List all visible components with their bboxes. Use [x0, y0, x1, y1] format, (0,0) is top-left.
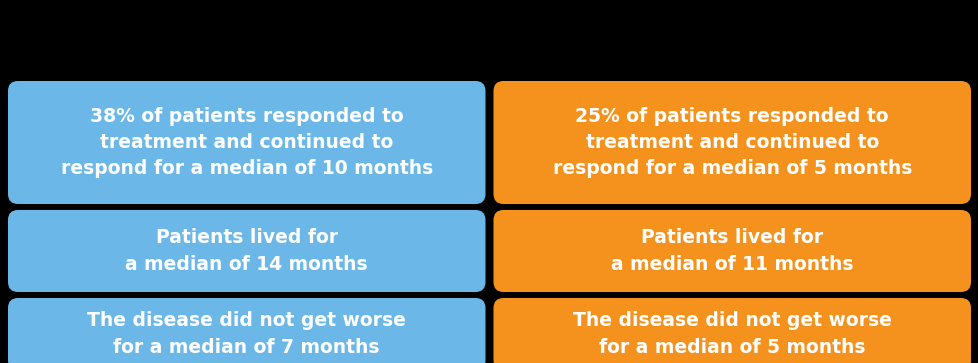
Text: The disease did not get worse
for a median of 5 months: The disease did not get worse for a medi… [572, 311, 891, 357]
Text: 38% of patients responded to
treatment and continued to
respond for a median of : 38% of patients responded to treatment a… [61, 106, 432, 179]
FancyBboxPatch shape [8, 298, 485, 363]
Text: Patients lived for
a median of 14 months: Patients lived for a median of 14 months [125, 228, 368, 274]
FancyBboxPatch shape [493, 210, 970, 292]
FancyBboxPatch shape [8, 81, 485, 204]
FancyBboxPatch shape [493, 81, 970, 204]
Text: Patients lived for
a median of 11 months: Patients lived for a median of 11 months [610, 228, 853, 274]
FancyBboxPatch shape [8, 210, 485, 292]
Text: The disease did not get worse
for a median of 7 months: The disease did not get worse for a medi… [87, 311, 406, 357]
FancyBboxPatch shape [493, 298, 970, 363]
Text: 25% of patients responded to
treatment and continued to
respond for a median of : 25% of patients responded to treatment a… [552, 106, 911, 179]
